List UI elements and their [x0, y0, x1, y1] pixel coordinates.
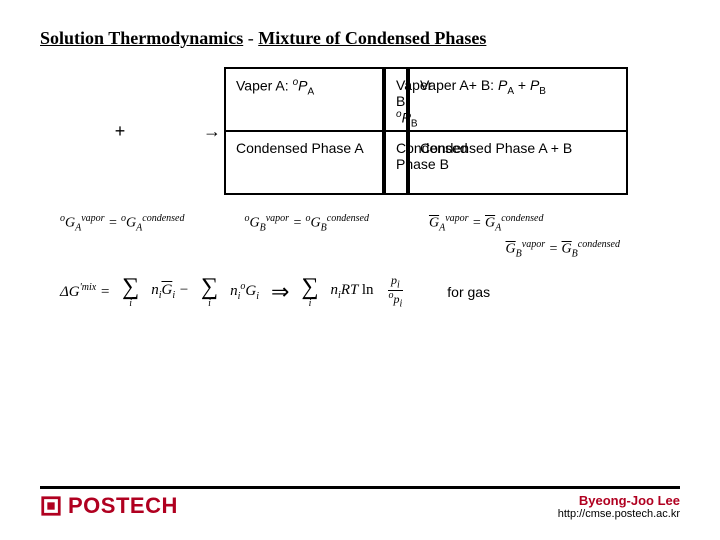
equation-gb: oGBvapor = oGBcondensed — [244, 213, 368, 233]
author-name: Byeong-Joo Lee — [558, 493, 680, 508]
sigma-2: ∑i — [201, 275, 218, 309]
equations-row-1: oGAvapor = oGAcondensed oGBvapor = oGBco… — [60, 213, 680, 233]
box-b-vapor: Vaper B: oPB — [384, 67, 408, 131]
title-dash: - — [243, 28, 258, 48]
phase-diagram: Vaper A: oPA + Vaper B: oPB → Vaper A+ B… — [40, 67, 680, 195]
credit-block: Byeong-Joo Lee http://cmse.postech.ac.kr — [558, 493, 680, 520]
implies-arrow: ⇒ — [271, 279, 289, 305]
box-ab-vapor-label: Vaper A+ B: — [420, 77, 498, 93]
sigma-3: ∑i — [301, 275, 318, 309]
equation-ga: oGAvapor = oGAcondensed — [60, 213, 184, 233]
mix-equation: ΔG'mix = ∑i niGi − ∑i nioGi ⇒ ∑i niRT ln… — [60, 274, 680, 310]
box-ab-condensed: Condensed Phase A + B — [408, 131, 628, 195]
logo-icon — [40, 495, 62, 517]
arrow-operator: → — [200, 67, 224, 195]
footer-rule — [40, 486, 680, 489]
box-b-condensed: Condensed Phase B — [384, 131, 408, 195]
equation-ga-bar: GAvapor = GAcondensed — [429, 213, 543, 233]
logo-text: POSTECH — [68, 493, 178, 519]
for-gas-label: for gas — [447, 284, 490, 300]
equation-gb-bar: GBvapor = GBcondensed — [506, 239, 620, 259]
box-a-vapor-label: Vaper A: — [236, 78, 293, 94]
equations-block: oGAvapor = oGAcondensed oGBvapor = oGBco… — [40, 213, 680, 310]
box-a-condensed: Condensed Phase A — [224, 131, 384, 195]
plus-operator: + — [40, 67, 200, 195]
slide-footer: POSTECH Byeong-Joo Lee http://cmse.poste… — [40, 486, 680, 520]
title-section1: Solution Thermodynamics — [40, 28, 243, 48]
title-section2: Mixture of Condensed Phases — [258, 28, 486, 48]
slide-title: Solution Thermodynamics - Mixture of Con… — [40, 28, 680, 49]
postech-logo: POSTECH — [40, 493, 178, 519]
box-a-vapor: Vaper A: oPA — [224, 67, 384, 131]
equations-row-2: GBvapor = GBcondensed — [40, 239, 680, 259]
sigma-1: ∑i — [122, 275, 139, 309]
box-ab-vapor: Vaper A+ B: PA + PB — [408, 67, 628, 131]
pressure-fraction: pi opi — [385, 274, 405, 310]
author-url: http://cmse.postech.ac.kr — [558, 508, 680, 520]
